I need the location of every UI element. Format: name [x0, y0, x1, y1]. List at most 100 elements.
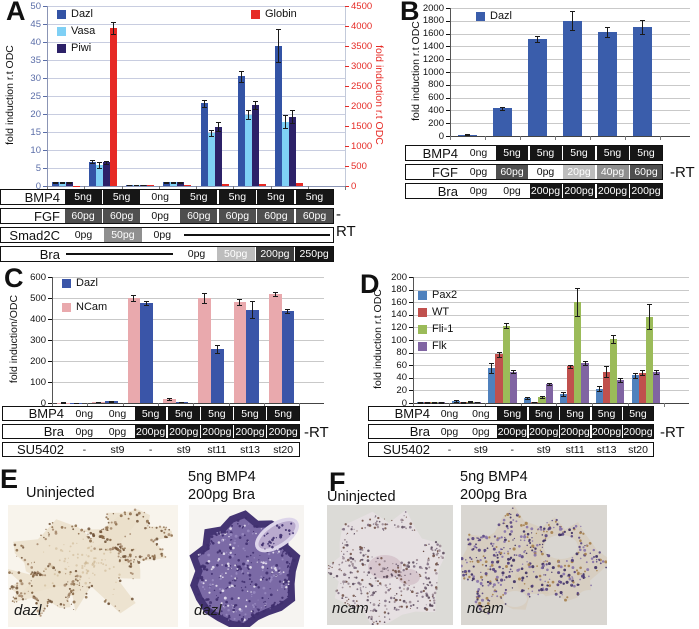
y-axis-tick [43, 6, 47, 7]
legend-label-piwi: Piwi [71, 42, 92, 54]
error-bar-cap [582, 360, 588, 362]
condition-row-bra: Bra 0pg 50pg 200pg 250pg [0, 246, 334, 262]
condition-cell: 60pg [257, 209, 295, 223]
error-bar [606, 366, 608, 377]
condition-cell: 5ng [103, 190, 141, 204]
y-axis-tick-label: 100 [30, 376, 46, 388]
error-bar-cap [52, 182, 58, 184]
panel-d: D 0 20 40 60 80 100 120 140 160 180 200 fold induct… [352, 265, 699, 468]
bar-piwi-6 [251, 105, 259, 186]
error-bar-cap [417, 402, 423, 404]
condition-cell: 5ng [167, 407, 200, 420]
error-bar-cap [546, 382, 552, 384]
error-bar-cap [96, 168, 102, 169]
x-axis-tick [555, 136, 557, 140]
error-bar [656, 370, 658, 374]
micrograph-ncam-uninjected [327, 505, 453, 625]
error-bar-cap [475, 401, 481, 403]
bar-vasa-4 [170, 182, 178, 186]
condition-cell: 60pg [630, 165, 662, 179]
error-bar-cap [439, 402, 445, 404]
error-bar [254, 100, 256, 110]
rt-label: -RT [336, 206, 356, 240]
error-bar-cap [89, 159, 95, 161]
condition-cell: 0pg [496, 184, 528, 198]
bar-dazl-2 [492, 108, 513, 136]
error-bar-cap [178, 182, 184, 184]
y-axis-tick-label: 60 [396, 359, 407, 371]
error-bar [563, 392, 565, 397]
panel-c-label: C [4, 263, 24, 293]
gridline [52, 319, 324, 320]
error-bar-cap [575, 316, 581, 318]
error-bar [274, 291, 276, 296]
error-bar-cap [570, 30, 576, 32]
error-bar [252, 301, 254, 318]
error-bar-cap [108, 400, 114, 402]
condition-cell: 60pg [180, 209, 218, 223]
error-bar-cap [575, 288, 581, 290]
x-axis-tick [345, 186, 346, 190]
error-bar-cap [453, 401, 459, 403]
error-bar-cap [164, 181, 170, 183]
legend-swatch-pax2 [418, 291, 427, 300]
error-bar [133, 294, 135, 302]
x-axis-tick [307, 186, 309, 190]
condition-row-bra: Bra 0pg 0pg 200pg 200pg 200pg 200pg 200pg [368, 424, 654, 439]
condition-cell: 200pg [560, 425, 591, 438]
x-axis-tick [448, 403, 450, 407]
bar-fli-1-6 [610, 338, 618, 403]
legend-swatch-piwi [57, 44, 66, 53]
error-bar-cap [134, 185, 140, 187]
y-axis-tick [446, 123, 450, 125]
error-bar [292, 110, 294, 123]
error-bar-cap [166, 399, 172, 401]
y-axis-tick-label: 500 [30, 292, 46, 304]
condition-cell: st11 [201, 443, 233, 456]
micrograph-title-uninjected: Uninjected [327, 489, 396, 505]
bar-dazl-4 [562, 20, 583, 136]
error-bar [537, 35, 539, 42]
condition-line-cell [181, 228, 333, 242]
error-bar-cap [66, 182, 72, 184]
x-axis-tick [628, 403, 630, 407]
micrograph-title-bmp4: 5ng BMP4 [460, 469, 528, 485]
error-bar-cap [144, 301, 150, 303]
condition-cell: 5ng [134, 407, 167, 420]
error-bar [239, 299, 241, 306]
x-axis-tick [87, 403, 89, 407]
gridline [47, 6, 345, 7]
gridline [413, 327, 689, 329]
error-bar-cap [467, 402, 473, 404]
bar-vasa-7 [282, 121, 290, 186]
condition-row-su5402: SU5402- st9- st9 st11 st13 st20 [368, 442, 654, 457]
error-bar-cap [283, 128, 289, 130]
x-axis-tick [193, 403, 195, 407]
condition-cell: 250pg [295, 247, 334, 261]
x-axis-line [450, 136, 690, 138]
error-bar [240, 70, 242, 82]
gridline [47, 96, 345, 97]
condition-cell: 50pg [216, 247, 255, 261]
error-bar-cap [503, 322, 509, 324]
legend-label-dazl: Dazl [490, 10, 513, 22]
legend-swatch-ncam [62, 303, 71, 312]
error-bar [502, 106, 504, 111]
y-axis-tick-label: 600 [428, 92, 444, 104]
condition-row-fgf: FGF 60pg 60pg 0pg 60pg 60pg 60pg 60pg [0, 208, 334, 224]
y2-axis-tick [345, 106, 349, 107]
error-bar-cap [465, 135, 471, 137]
x-axis-tick [157, 403, 159, 407]
condition-cell: st13 [591, 443, 622, 456]
error-bar-cap [570, 11, 576, 13]
x-axis-tick [233, 186, 235, 190]
condition-cell: 5ng [528, 407, 559, 420]
y-axis-tick [409, 390, 413, 392]
y-axis-tick [409, 289, 413, 291]
condition-line [66, 253, 174, 255]
y-axis-tick [43, 132, 47, 133]
gridline [450, 8, 690, 9]
error-bar-cap [250, 317, 256, 319]
condition-cell: 0pg [143, 228, 182, 242]
y2-axis-tick-label: 3000 [351, 60, 373, 72]
